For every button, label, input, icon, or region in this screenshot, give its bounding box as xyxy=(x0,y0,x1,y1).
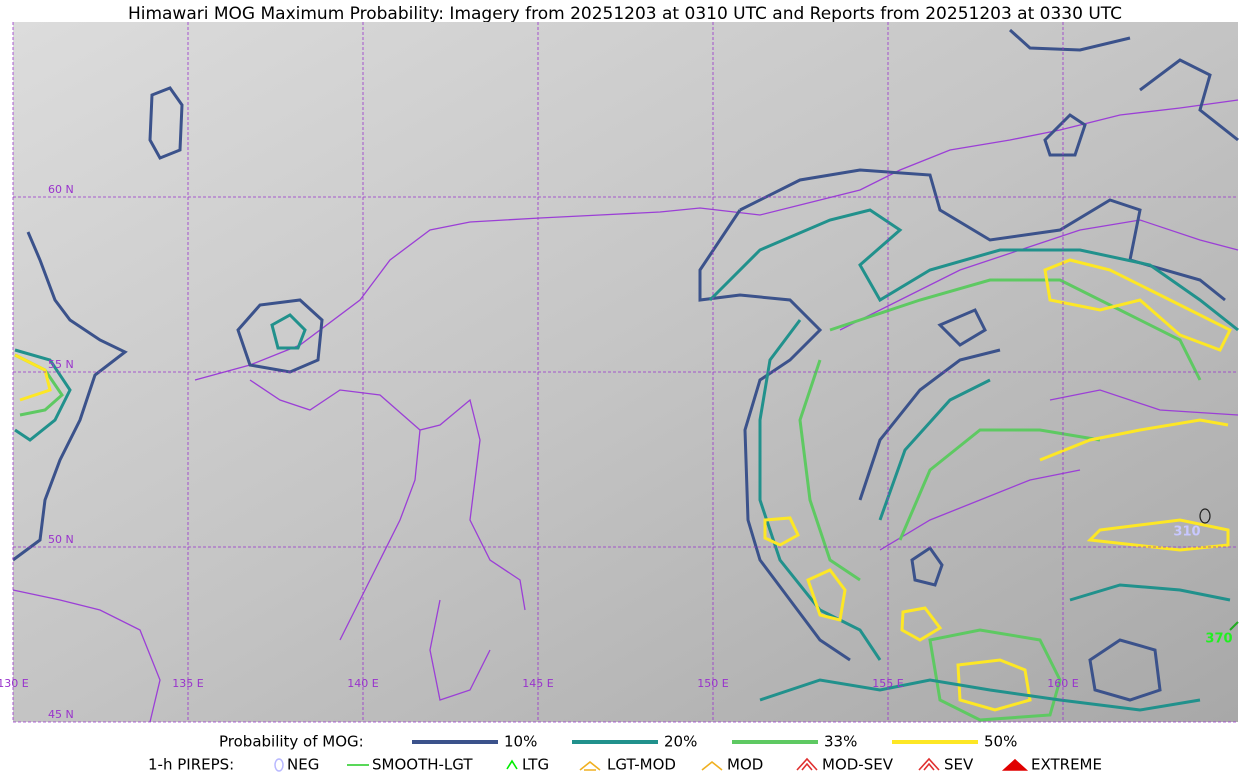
legend-label: LTG xyxy=(522,756,549,774)
pirep-smooth-report xyxy=(1229,621,1239,631)
pirep-icons xyxy=(1199,508,1239,631)
lon-label: 140 E xyxy=(347,677,378,690)
pirep-icon xyxy=(918,757,940,771)
legend-label: MOD-SEV xyxy=(822,756,894,774)
lat-label: 50 N xyxy=(48,533,74,546)
pirep-icon xyxy=(579,760,601,771)
pirep-icon xyxy=(1001,758,1029,771)
pirep-icon xyxy=(701,760,723,771)
legend-title: Probability of MOG: xyxy=(219,733,364,751)
pirep-neg-report xyxy=(1199,508,1211,524)
legend-label: SMOOTH-LGT xyxy=(372,756,473,774)
legend-label: 50% xyxy=(984,733,1017,751)
legend-label: EXTREME xyxy=(1031,756,1102,774)
lon-label: 155 E xyxy=(872,677,903,690)
legend-label: SEV xyxy=(944,756,974,774)
report-label: 310 xyxy=(1173,525,1200,540)
lon-label: 145 E xyxy=(522,677,553,690)
legend-label: NEG xyxy=(287,756,319,774)
lat-label: 55 N xyxy=(48,358,74,371)
legend-label: 33% xyxy=(824,733,857,751)
lon-label: 135 E xyxy=(172,677,203,690)
legend: Probability of MOG: 10% 20% 33% 50% 1-h PIREP… xyxy=(148,733,1102,774)
lon-label: 160 E xyxy=(1047,677,1078,690)
pirep-icon xyxy=(274,758,284,772)
pirep-icon xyxy=(506,759,518,770)
pirep-icon xyxy=(796,757,818,771)
legend-label: MOD xyxy=(727,756,763,774)
graticule xyxy=(12,22,1238,723)
legend-label: LGT-MOD xyxy=(607,756,676,774)
legend-label: 10% xyxy=(504,733,537,751)
coastlines xyxy=(12,99,1239,723)
lat-label: 60 N xyxy=(48,183,74,196)
mog-contours xyxy=(12,28,1239,722)
map-labels: 60 N 55 N 50 N 45 N 130 E 135 E 140 E 145 E 150 … xyxy=(0,183,1233,721)
lon-label: 150 E xyxy=(697,677,728,690)
report-label: 370 xyxy=(1205,632,1232,647)
title: Himawari MOG Maximum Probability: Imager… xyxy=(128,4,1122,24)
legend-title: 1-h PIREPS: xyxy=(148,756,234,774)
lat-label: 45 N xyxy=(48,708,74,721)
lon-label: 130 E xyxy=(0,677,29,690)
legend-label: 20% xyxy=(664,733,697,751)
